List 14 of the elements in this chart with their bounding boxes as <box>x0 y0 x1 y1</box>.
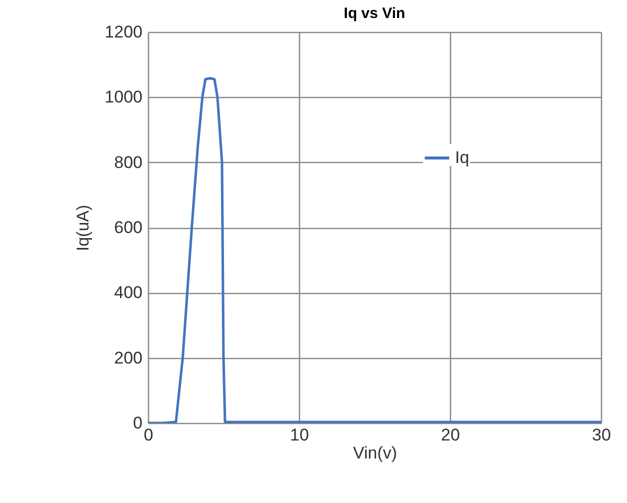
legend-label: Iq <box>455 148 470 167</box>
chart-title: Iq vs Vin <box>344 5 406 22</box>
y-tick-label: 1200 <box>104 22 142 42</box>
y-tick-label: 1000 <box>104 88 142 107</box>
y-tick-label: 600 <box>114 218 142 237</box>
y-tick-label: 0 <box>133 414 142 432</box>
x-tick-label: 10 <box>290 426 309 444</box>
x-tick-label: 30 <box>592 426 611 444</box>
x-axis-title: Vin(v) <box>352 444 398 462</box>
x-tick-label: 20 <box>441 426 460 444</box>
y-tick-label: 400 <box>114 283 142 302</box>
y-tick-label: 200 <box>114 348 142 368</box>
y-tick-label: 800 <box>114 152 142 172</box>
y-axis-title: Iq(uA) <box>74 204 93 252</box>
